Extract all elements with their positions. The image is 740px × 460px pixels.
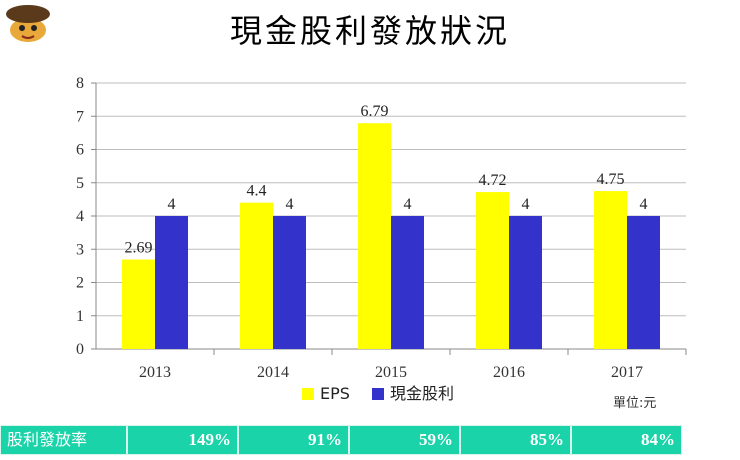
y-tick-label: 1	[76, 308, 84, 325]
page-title: 現金股利發放狀況	[229, 12, 510, 50]
dividend-bar	[155, 216, 188, 349]
dividend-data-label: 4	[286, 196, 294, 213]
y-tick-label: 7	[76, 108, 84, 125]
x-tick-label: 2015	[375, 364, 407, 381]
payout-ratio-header: 股利發放率	[0, 425, 127, 455]
x-tick-label: 2014	[257, 364, 289, 381]
dividend-data-label: 4	[168, 196, 176, 213]
y-tick-label: 8	[76, 75, 84, 92]
payout-ratio-2015: 59%	[349, 425, 460, 455]
y-tick-label: 5	[76, 175, 84, 192]
eps-data-label: 4.4	[247, 183, 267, 200]
eps-data-label: 2.69	[125, 240, 153, 257]
eps-bar	[240, 202, 273, 349]
y-tick-label: 6	[76, 142, 84, 159]
eps-data-label: 4.75	[597, 171, 625, 188]
payout-ratio-2013: 149%	[127, 425, 238, 455]
eps-data-label: 4.72	[479, 172, 507, 189]
dividend-bar	[509, 216, 542, 349]
bar-chart: 0 1 2 3 4 5 6 7 8 2.69 4 2013 4.4 4 2014 6.79 4 2015 4.72 4…	[76, 75, 687, 403]
dividend-bar	[391, 216, 424, 349]
legend-eps-swatch	[302, 388, 314, 400]
dividend-data-label: 4	[522, 196, 530, 213]
eps-bar	[594, 191, 627, 349]
legend-dividend-label: 現金股利	[390, 384, 454, 403]
payout-ratio-row: 股利發放率 149% 91% 59% 85% 84%	[0, 425, 684, 455]
eps-data-label: 6.79	[361, 103, 389, 120]
unit-label: 單位:元	[613, 396, 657, 411]
x-tick-label: 2013	[139, 364, 171, 381]
y-tick-label: 0	[76, 341, 84, 358]
dividend-bar	[273, 216, 306, 349]
eps-bar	[476, 192, 509, 349]
y-tick-label: 3	[76, 241, 84, 258]
x-tick-label: 2017	[611, 364, 643, 381]
y-tick-label: 2	[76, 275, 84, 292]
dividend-data-label: 4	[404, 196, 412, 213]
payout-ratio-2017: 84%	[571, 425, 682, 455]
legend-dividend-swatch	[372, 388, 384, 400]
mascot-logo	[6, 5, 50, 42]
eps-bar	[358, 123, 391, 349]
x-tick-label: 2016	[493, 364, 525, 381]
eps-bar	[122, 259, 155, 349]
legend-eps-label: EPS	[320, 384, 350, 403]
payout-ratio-2016: 85%	[460, 425, 571, 455]
dividend-data-label: 4	[640, 196, 648, 213]
dividend-bar	[627, 216, 660, 349]
y-tick-label: 4	[76, 208, 84, 225]
payout-ratio-2014: 91%	[238, 425, 349, 455]
